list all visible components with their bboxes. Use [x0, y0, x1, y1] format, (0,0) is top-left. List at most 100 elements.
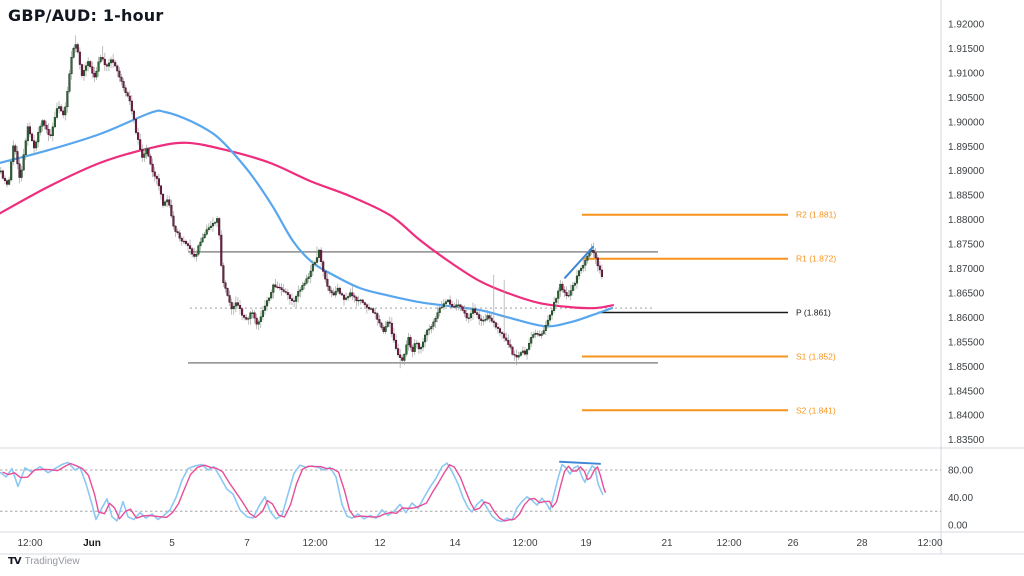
- candle-down: [320, 249, 323, 262]
- candle-down: [417, 342, 420, 350]
- candle-up: [201, 237, 204, 243]
- candle-down: [288, 294, 291, 299]
- ma-fast-blue-line[interactable]: [0, 109, 614, 328]
- stoch-trendline[interactable]: [559, 460, 601, 465]
- candle-up: [413, 343, 416, 352]
- candle-down: [155, 175, 158, 179]
- candle-up: [532, 334, 535, 338]
- candle-down: [290, 298, 294, 301]
- candle-down: [16, 151, 19, 165]
- candle-up: [584, 260, 587, 266]
- candle-up: [259, 316, 262, 323]
- price-trendline[interactable]: [564, 245, 594, 279]
- candle-down: [513, 354, 516, 356]
- candle-up: [216, 218, 219, 223]
- candle-up: [66, 91, 69, 108]
- candle-up: [553, 302, 556, 311]
- candle-down: [361, 299, 364, 303]
- candle-up: [247, 318, 250, 320]
- stochastic-d-line[interactable]: [2, 462, 607, 522]
- candle-down: [480, 318, 483, 321]
- candle-up: [8, 179, 11, 185]
- candle-up: [484, 318, 487, 321]
- candle-up: [548, 314, 551, 321]
- candle-down: [286, 292, 289, 296]
- candle-up: [249, 312, 252, 319]
- time-axis[interactable]: 12:00 Jun 5 7 12:00 12 14 12:00 19 21 12:00 26 28 12:…: [17, 538, 942, 549]
- time-axis-label: 21: [661, 538, 673, 549]
- candle-down: [509, 344, 512, 348]
- candle-down: [176, 231, 179, 234]
- candles-group[interactable]: [0, 35, 603, 369]
- candle-down: [492, 320, 495, 323]
- candle-down: [147, 148, 150, 157]
- candle-up: [145, 148, 148, 155]
- candle-up: [0, 170, 2, 173]
- candle-up: [334, 291, 337, 296]
- candle-down: [45, 124, 48, 130]
- oscillator-axis-label: 0.00: [948, 521, 968, 532]
- candle-down: [159, 185, 163, 195]
- candle-down: [226, 288, 229, 296]
- price-axis-label: 1.88500: [948, 191, 985, 202]
- candle-up: [580, 267, 583, 271]
- candle-down: [565, 292, 568, 296]
- price-axis-label: 1.91000: [948, 68, 985, 79]
- candle-down: [596, 257, 599, 267]
- candle-down: [141, 149, 144, 158]
- candle-up: [309, 270, 312, 278]
- candle-down: [392, 333, 395, 341]
- candle-up: [544, 325, 547, 331]
- candle-up: [336, 287, 339, 292]
- price-axis-label: 1.87500: [948, 240, 985, 251]
- candle-down: [112, 59, 115, 63]
- candle-down: [191, 248, 194, 255]
- candle-down: [5, 180, 9, 185]
- candle-down: [409, 337, 412, 348]
- candle-down: [126, 92, 129, 97]
- candle-up: [72, 47, 75, 58]
- candle-up: [109, 59, 113, 64]
- candle-down: [376, 313, 379, 320]
- price-axis-label: 1.86500: [948, 288, 985, 299]
- candle-down: [180, 237, 183, 242]
- candle-up: [97, 61, 100, 72]
- stochastic-k-line[interactable]: [0, 461, 604, 523]
- candle-up: [251, 312, 254, 314]
- candle-up: [407, 337, 410, 346]
- candle-down: [238, 305, 242, 309]
- candle-up: [534, 333, 537, 335]
- candle-up: [403, 353, 406, 361]
- candle-down: [276, 286, 279, 288]
- candle-down: [411, 346, 414, 352]
- candle-down: [128, 95, 131, 102]
- price-axis-label: 1.84000: [948, 411, 985, 422]
- candle-up: [540, 333, 543, 336]
- candle-up: [299, 289, 302, 292]
- time-axis-label: 12:00: [716, 538, 741, 549]
- candle-up: [207, 227, 210, 230]
- candle-up: [571, 285, 574, 291]
- candle-down: [253, 312, 256, 319]
- candle-down: [451, 304, 454, 307]
- price-axis[interactable]: 1.92000 1.91500 1.91000 1.90500 1.90000 1.895…: [948, 20, 985, 532]
- candle-up: [39, 126, 42, 133]
- candle-down: [363, 302, 366, 305]
- candle-up: [386, 321, 389, 327]
- candle-down: [561, 283, 564, 291]
- candle-up: [270, 292, 273, 299]
- candle-up: [143, 153, 146, 158]
- candle-up: [432, 321, 435, 327]
- candle-up: [313, 262, 316, 265]
- candle-up: [87, 61, 90, 66]
- oscillator-axis-label: 80.00: [948, 466, 973, 477]
- candle-up: [261, 310, 264, 318]
- time-axis-label: 12:00: [917, 538, 942, 549]
- candle-up: [442, 303, 445, 308]
- candle-up: [265, 300, 269, 307]
- candle-down: [365, 304, 368, 308]
- candle-down: [116, 65, 119, 72]
- candle-up: [575, 275, 579, 284]
- candle-up: [419, 346, 423, 350]
